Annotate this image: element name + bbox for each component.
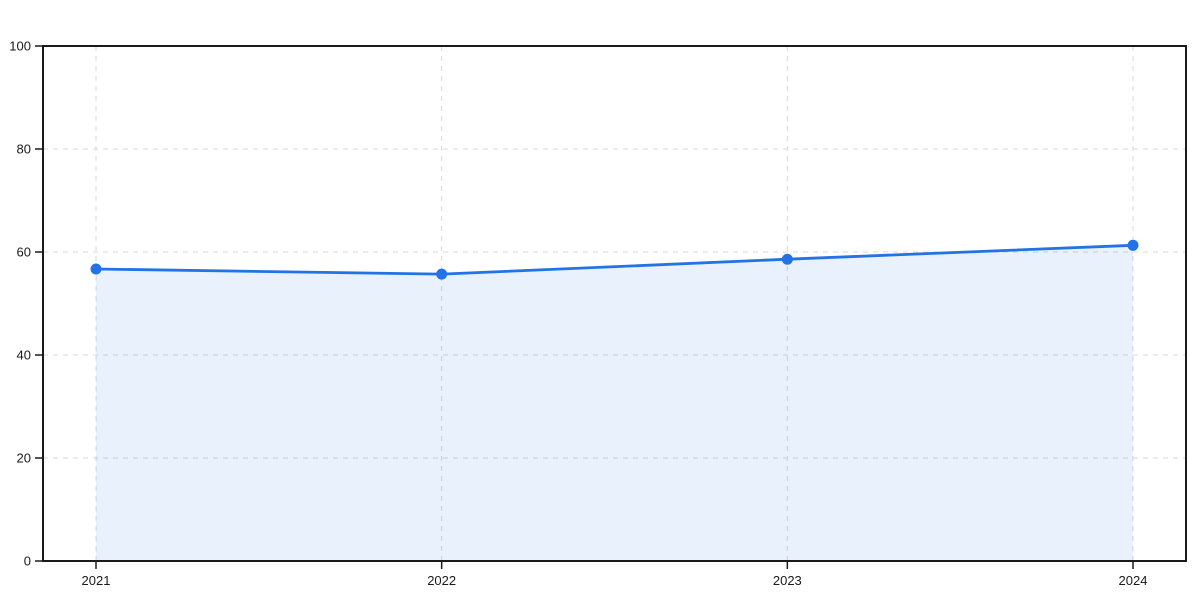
y-tick-label: 100: [9, 39, 31, 54]
x-tick-label: 2023: [773, 573, 802, 588]
y-tick-label: 20: [17, 451, 31, 466]
trend-line: [94, 243, 1135, 276]
y-tick-label: 80: [17, 142, 31, 157]
data-point: [1127, 239, 1139, 251]
y-tick-label: 40: [17, 348, 31, 363]
data-point: [436, 268, 448, 280]
y-tick-label: 0: [24, 554, 31, 569]
x-tick-label: 2022: [427, 573, 456, 588]
x-tick-label: 2021: [82, 573, 111, 588]
x-tick-label: 2024: [1119, 573, 1148, 588]
plot-border: [42, 45, 1187, 562]
data-point: [90, 263, 102, 275]
y-tick-label: 60: [17, 245, 31, 260]
area-fill: [96, 245, 1133, 561]
data-point: [781, 253, 793, 265]
